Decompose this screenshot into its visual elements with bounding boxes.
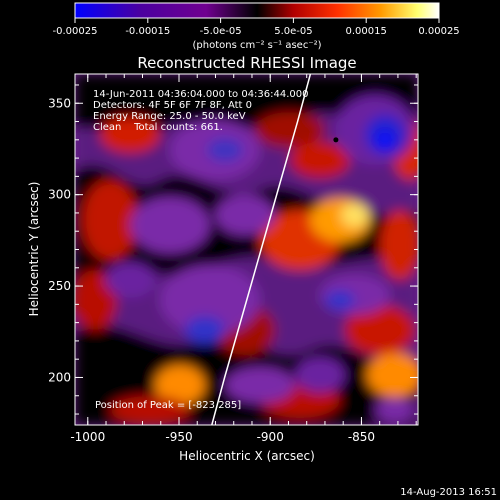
colorbar-ticks: -0.00025 -0.00015 -5.0e-05 5.0e-05 0.00015 0.… <box>53 18 460 37</box>
info-line-time: 14-Jun-2011 04:36:04.000 to 04:36:44.000 <box>93 89 309 100</box>
y-tick-label: 250 <box>48 279 71 293</box>
peak-marker <box>333 137 339 143</box>
solar-limb-curve <box>211 74 312 425</box>
y-tick-label: 350 <box>48 96 71 110</box>
x-tick-label: -900 <box>257 430 284 444</box>
colorbar-tick-label: -0.00015 <box>125 26 170 37</box>
y-tick-label: 300 <box>48 188 71 202</box>
colorbar-tick-label: -5.0e-05 <box>200 26 242 37</box>
x-tick-label: -950 <box>165 430 192 444</box>
peak-marker-dot <box>333 137 339 143</box>
colorbar-tick-label: 0.00025 <box>418 26 459 37</box>
chart-title: Reconstructed RHESSI Image <box>137 54 356 72</box>
colorbar-tick-label: 0.00015 <box>346 26 387 37</box>
colorbar: -0.00025 -0.00015 -5.0e-05 5.0e-05 0.00015 0.… <box>53 2 460 51</box>
x-axis-label: Heliocentric X (arcsec) <box>179 449 315 463</box>
colorbar-tick-label: 5.0e-05 <box>274 26 312 37</box>
y-axis-label: Heliocentric Y (arcsec) <box>27 182 41 317</box>
timestamp: 14-Aug-2013 16:51 <box>400 487 497 498</box>
info-line-detectors: Detectors: 4F 5F 6F 7F 8F, Att 0 <box>93 100 252 111</box>
colorbar-unit-label: (photons cm⁻² s⁻¹ asec⁻²) <box>192 40 321 51</box>
info-block: 14-Jun-2011 04:36:04.000 to 04:36:44.000… <box>93 89 309 133</box>
info-line-energy: Energy Range: 25.0 - 50.0 keV <box>93 111 246 122</box>
colorbar-gradient <box>74 2 440 19</box>
y-tick-label: 200 <box>48 370 71 384</box>
x-tick-label: -850 <box>348 430 375 444</box>
heatmap-image <box>75 74 418 425</box>
y-axis-ticks: 200 250 300 350 <box>48 84 418 415</box>
x-axis-ticks: -1000 -950 -900 -850 <box>70 74 417 444</box>
x-tick-label: -1000 <box>70 430 105 444</box>
info-line-clean: Clean Total counts: 661. <box>93 122 223 133</box>
colorbar-tick-label: -0.00025 <box>53 26 98 37</box>
peak-position-label: Position of Peak = [-823,285] <box>95 400 241 411</box>
